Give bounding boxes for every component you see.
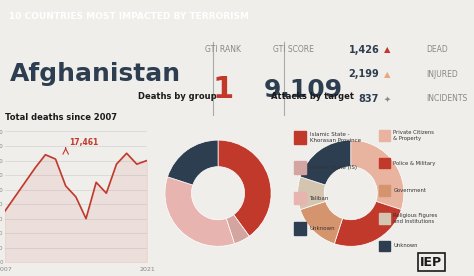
Text: IEP: IEP: [420, 256, 442, 269]
Wedge shape: [165, 177, 235, 246]
Text: INJURED: INJURED: [427, 70, 458, 79]
Wedge shape: [300, 201, 343, 244]
Text: Police & Military: Police & Military: [393, 161, 436, 166]
Text: Islamic State -
Khorasan Province: Islamic State - Khorasan Province: [310, 132, 361, 143]
Wedge shape: [226, 215, 249, 244]
Wedge shape: [334, 201, 401, 246]
Text: 1: 1: [212, 75, 233, 104]
Wedge shape: [218, 140, 271, 236]
Wedge shape: [351, 140, 404, 209]
Text: Attacks by target: Attacks by target: [271, 92, 354, 101]
Text: 2,199: 2,199: [348, 69, 379, 79]
Text: 837: 837: [359, 94, 379, 104]
Text: Unknown: Unknown: [310, 226, 335, 231]
Text: DEAD: DEAD: [427, 45, 448, 54]
Text: Unknown: Unknown: [393, 243, 418, 248]
Wedge shape: [300, 140, 351, 185]
Text: Deaths by group: Deaths by group: [138, 92, 217, 101]
Text: Islamic State (IS): Islamic State (IS): [310, 165, 356, 170]
Text: ✦: ✦: [384, 94, 391, 103]
Text: 17,461: 17,461: [69, 138, 98, 147]
Text: ▲: ▲: [384, 45, 391, 54]
Text: INCIDENTS: INCIDENTS: [427, 94, 468, 103]
Text: GTI RANK: GTI RANK: [205, 45, 241, 54]
Text: 1,426: 1,426: [348, 44, 379, 55]
Text: 10 COUNTRIES MOST IMPACTED BY TERRORISM: 10 COUNTRIES MOST IMPACTED BY TERRORISM: [9, 12, 249, 21]
Wedge shape: [298, 177, 326, 209]
Text: Taliban: Taliban: [310, 196, 329, 201]
Text: Religious Figures
and Institutions: Religious Figures and Institutions: [393, 213, 438, 224]
Text: 9.109: 9.109: [264, 78, 343, 102]
Text: GTI SCORE: GTI SCORE: [273, 45, 314, 54]
Text: Afghanistan: Afghanistan: [9, 62, 181, 86]
Wedge shape: [167, 140, 218, 185]
Text: ▲: ▲: [384, 70, 391, 79]
Text: Total deaths since 2007: Total deaths since 2007: [5, 113, 117, 122]
Text: Government: Government: [393, 188, 427, 193]
Text: Private Citizens
& Property: Private Citizens & Property: [393, 130, 434, 141]
